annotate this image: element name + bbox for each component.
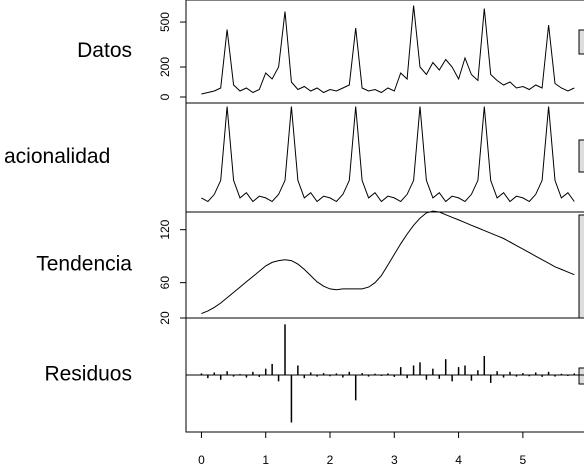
panel-frame: [185, 211, 584, 319]
panel-label: Tendencia: [36, 253, 132, 276]
range-bar: [578, 29, 584, 55]
series-line: [201, 5, 575, 95]
x-tick-label: 1: [262, 453, 269, 467]
range-bar: [578, 139, 584, 173]
panel-frame: [185, 102, 584, 213]
range-bars: [578, 29, 584, 385]
series-line: [201, 210, 575, 315]
y-tick-label: 60: [158, 276, 172, 290]
panel-label: Datos: [77, 39, 132, 62]
x-tick-label: 2: [327, 453, 334, 467]
x-tick-label: 3: [391, 453, 398, 467]
x-tick-label: 4: [455, 453, 462, 467]
panel-label: acionalidad: [4, 145, 110, 168]
panel-label: Residuos: [44, 363, 132, 386]
range-bar: [578, 367, 584, 385]
range-bar: [578, 214, 584, 319]
y-tick-label: 200: [158, 57, 172, 77]
y-tick-label: 20: [158, 311, 172, 325]
series-line: [201, 106, 575, 203]
x-tick-label: 5: [520, 453, 527, 467]
y-tick-label: 500: [158, 12, 172, 32]
y-tick-label: 0: [158, 93, 172, 100]
y-tick-label: 120: [158, 219, 172, 239]
x-tick-label: 0: [198, 453, 205, 467]
